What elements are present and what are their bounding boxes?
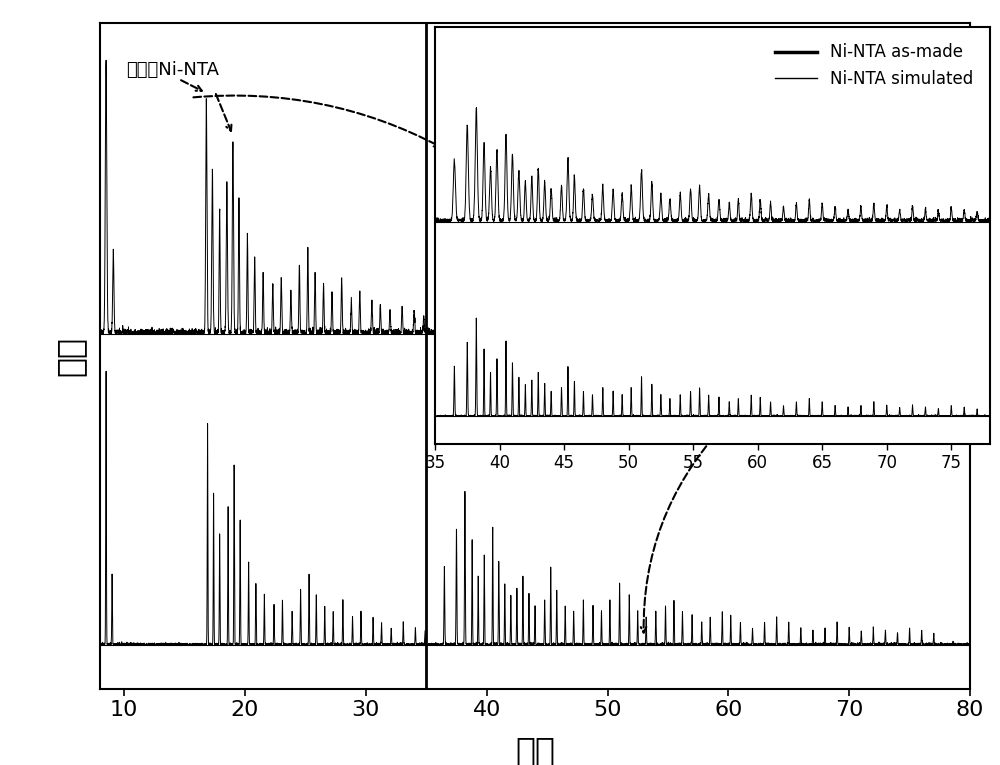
X-axis label: 强度: 强度 xyxy=(515,734,555,765)
Y-axis label: 角度: 角度 xyxy=(53,336,86,376)
Legend: Ni-NTA as-made, Ni-NTA simulated: Ni-NTA as-made, Ni-NTA simulated xyxy=(767,35,982,96)
Text: 模拟的Ni-NTA: 模拟的Ni-NTA xyxy=(728,387,821,405)
Text: 实测的Ni-NTA: 实测的Ni-NTA xyxy=(126,61,219,79)
